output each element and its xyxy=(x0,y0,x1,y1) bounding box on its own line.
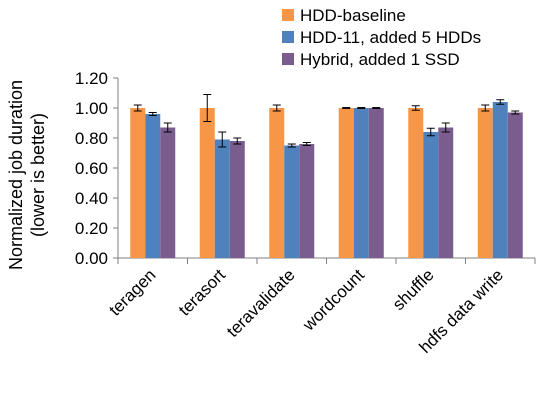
y-axis-title-line2: (lower is better) xyxy=(28,113,48,237)
y-tick-label: 0.20 xyxy=(75,219,108,238)
bar xyxy=(353,108,369,258)
category-label: teravalidate xyxy=(223,265,299,341)
category-label: shuffle xyxy=(389,265,438,314)
legend-label: HDD-11, added 5 HDDs xyxy=(300,28,481,47)
category-label: wordcount xyxy=(298,265,368,335)
bar xyxy=(438,127,454,258)
bar xyxy=(145,114,161,258)
bar xyxy=(284,145,300,258)
legend-swatch xyxy=(282,31,294,43)
category-label: teragen xyxy=(105,265,159,319)
bar xyxy=(130,108,146,258)
y-axis-title-line1: Normalized job duration xyxy=(6,80,26,270)
y-axis-title: Normalized job duration (lower is better… xyxy=(6,80,48,270)
bar xyxy=(408,108,424,258)
bar xyxy=(507,112,523,258)
y-tick-label: 0.60 xyxy=(75,159,108,178)
bar xyxy=(492,102,508,258)
bar xyxy=(269,108,285,258)
bar xyxy=(214,139,230,258)
legend-label: Hybrid, added 1 SSD xyxy=(300,50,460,69)
legend-label: HDD-baseline xyxy=(300,6,406,25)
y-tick-label: 0.80 xyxy=(75,129,108,148)
category-label: terasort xyxy=(175,265,229,319)
legend-swatch xyxy=(282,53,294,65)
bar xyxy=(229,141,245,258)
bar xyxy=(199,108,215,258)
y-tick-label: 0.40 xyxy=(75,189,108,208)
y-tick-label: 1.20 xyxy=(75,69,108,88)
legend-swatch xyxy=(282,9,294,21)
bar xyxy=(299,144,315,258)
y-tick-label: 1.00 xyxy=(75,99,108,118)
bar xyxy=(423,132,439,258)
y-tick-label: 0.00 xyxy=(75,249,108,268)
bar xyxy=(477,108,493,258)
bar xyxy=(338,108,354,258)
bar xyxy=(368,108,384,258)
bar xyxy=(160,127,176,258)
